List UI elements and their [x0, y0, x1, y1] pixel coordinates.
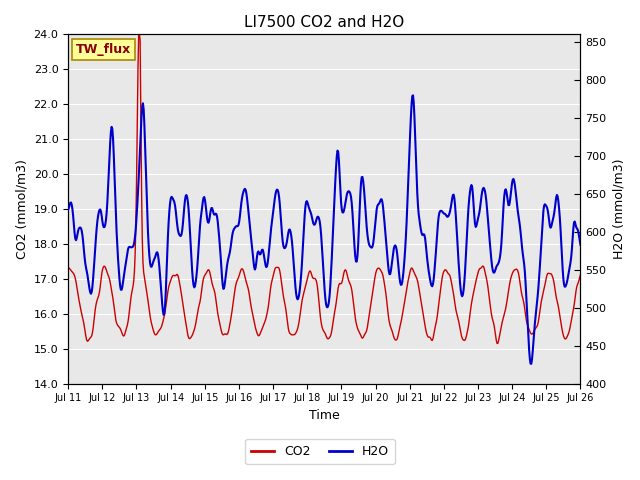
Title: LI7500 CO2 and H2O: LI7500 CO2 and H2O	[244, 15, 404, 30]
X-axis label: Time: Time	[309, 409, 340, 422]
Legend: CO2, H2O: CO2, H2O	[245, 439, 395, 464]
Text: TW_flux: TW_flux	[76, 43, 131, 56]
Y-axis label: CO2 (mmol/m3): CO2 (mmol/m3)	[15, 159, 28, 259]
Y-axis label: H2O (mmol/m3): H2O (mmol/m3)	[612, 158, 625, 259]
